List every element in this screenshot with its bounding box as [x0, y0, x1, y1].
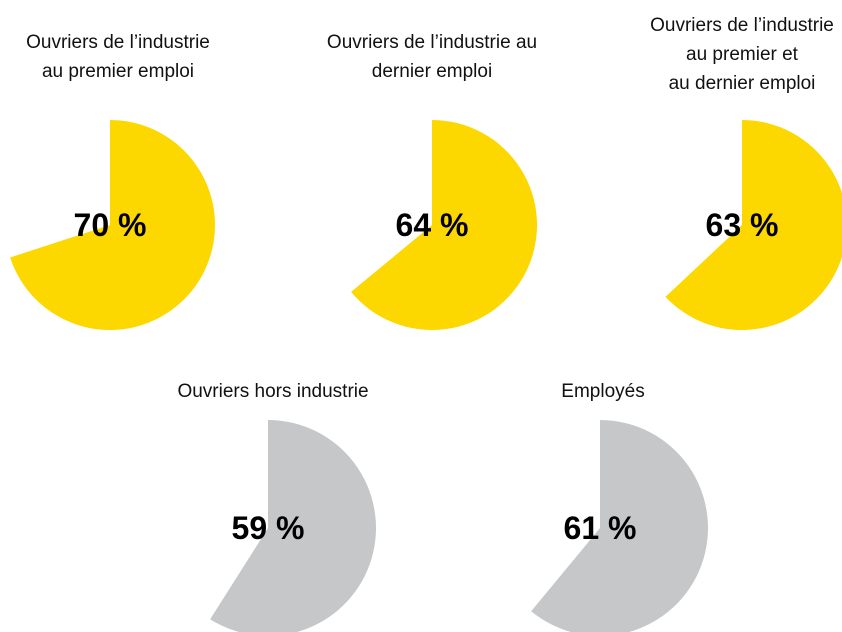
pie-title: dernier emploi [372, 61, 492, 82]
pie-title: au dernier emploi [669, 73, 816, 94]
pie-group: Ouvriers de l’industrie au premier et au d… [650, 15, 842, 330]
pie-title: au premier et [686, 44, 799, 65]
pie-slice [351, 120, 538, 330]
pie-value-label: 64 % [396, 207, 469, 243]
pie-slice [210, 420, 376, 632]
pie-group: Ouvriers hors industrie 59 % [177, 381, 376, 632]
pie-title: Ouvriers de l’industrie [26, 32, 210, 53]
pie-title: au premier emploi [42, 61, 194, 82]
pie-group: Ouvriers de l’industrie au dernier emploi… [327, 32, 537, 330]
pie-group: Ouvriers de l’industrie au premier emploi… [10, 32, 215, 330]
pie-group: Employés 61 % [531, 381, 708, 632]
pie-value-label: 63 % [706, 207, 779, 243]
pie-slice [10, 120, 215, 330]
pie-title: Ouvriers hors industrie [177, 381, 368, 402]
pie-value-label: 61 % [564, 510, 637, 546]
pie-value-label: 70 % [74, 207, 147, 243]
pie-value-label: 59 % [232, 510, 305, 546]
pie-slice [531, 420, 708, 632]
pie-slice [665, 120, 842, 330]
pie-title: Ouvriers de l’industrie [650, 15, 834, 36]
pie-title: Employés [561, 381, 644, 402]
pie-title: Ouvriers de l’industrie au [327, 32, 537, 53]
